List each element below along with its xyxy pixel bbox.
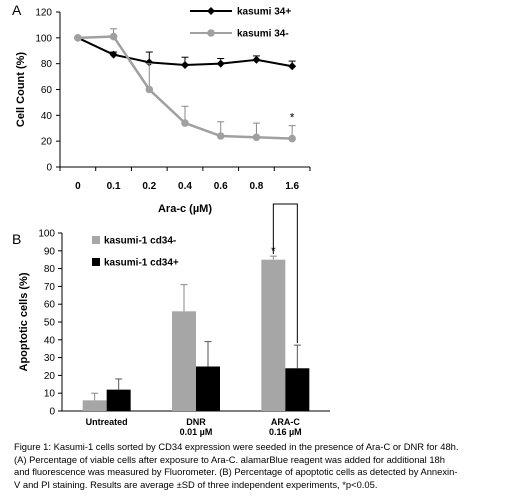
y-axis-title-b: Apoptotic cells (%) xyxy=(18,272,30,371)
x-tick-label: 0.6 xyxy=(214,181,228,192)
legend-swatch xyxy=(92,236,100,244)
significance-bracket xyxy=(272,203,298,344)
x-tick-label: 0.4 xyxy=(178,181,192,192)
caption-line-4: V and PI staining. Results are average ±… xyxy=(14,478,378,490)
y-axis-title: Cell Count (%) xyxy=(15,52,27,127)
panel-b-bar-chart: B 0 10 20 30 40 50 60 70 80 90 100 Apoptotic cells … xyxy=(12,203,330,437)
y-tick-label: 0 xyxy=(49,407,55,418)
category-label: ARA-C xyxy=(271,417,300,427)
legend-b: kasumi-1 cd34- kasumi-1 cd34+ xyxy=(92,236,179,269)
panel-a-label: A xyxy=(12,2,22,18)
legend-label: kasumi-1 cd34- xyxy=(104,236,176,247)
y-tick-label: 120 xyxy=(35,8,52,19)
y-tick-label: 100 xyxy=(38,229,55,240)
y-tick-label: 60 xyxy=(44,300,56,311)
bar xyxy=(82,400,107,411)
legend-marker xyxy=(207,29,215,37)
category-untreated: Untreated xyxy=(82,378,131,427)
y-tick-label: 10 xyxy=(44,389,56,400)
y-tick-label: 80 xyxy=(41,59,53,70)
data-point xyxy=(288,62,297,71)
data-point xyxy=(216,132,225,140)
y-tick-label: 20 xyxy=(44,371,56,382)
category-dose-label: 0.16 µM xyxy=(269,427,302,437)
bar xyxy=(285,368,310,411)
legend-a: kasumi 34+ kasumi 34- xyxy=(190,7,291,40)
panel-a-line-chart: A 0 20 40 60 80 100 120 0 0.1 0.2 0.4 0.6 0.8 1.6 Ara-… xyxy=(12,2,311,215)
x-tick-label: 0.8 xyxy=(249,181,263,192)
y-tick-label: 80 xyxy=(44,264,56,275)
data-point xyxy=(216,59,225,68)
category-ara-c: ARA-C0.16 µM xyxy=(261,255,310,437)
y-tick-label: 40 xyxy=(44,335,56,346)
y-tick-label: 20 xyxy=(41,137,53,148)
data-point xyxy=(109,50,118,59)
legend-label: kasumi-1 cd34+ xyxy=(104,258,179,269)
caption-line-2: (A) Percentage of viable cells after exp… xyxy=(14,453,445,465)
x-tick-label: 0.1 xyxy=(107,181,121,192)
figure-caption: Figure 1: Kasumi-1 cells sorted by CD34 … xyxy=(14,441,514,491)
y-tick-label: 50 xyxy=(44,318,56,329)
legend-label: kasumi 34+ xyxy=(237,7,291,18)
legend-swatch xyxy=(92,258,100,266)
category-label: Untreated xyxy=(86,417,128,427)
y-tick-label: 60 xyxy=(41,85,53,96)
series-kasumi-34-plus xyxy=(73,33,297,71)
data-point xyxy=(145,85,154,94)
data-point xyxy=(74,34,82,42)
data-point xyxy=(288,134,296,143)
category-dose-label: 0.01 µM xyxy=(180,427,213,437)
significance-star: * xyxy=(290,111,295,125)
significance-star: * xyxy=(271,244,276,258)
y-tick-label: 70 xyxy=(44,282,56,293)
bar xyxy=(261,259,286,411)
y-tick-label: 30 xyxy=(44,353,56,364)
x-tick-label: 0.2 xyxy=(142,181,156,192)
bar xyxy=(106,389,131,411)
data-point xyxy=(252,55,261,64)
caption-line-3: and fluorescence was measured by Fluorom… xyxy=(14,466,458,477)
y-tick-label: 90 xyxy=(44,246,56,257)
data-point xyxy=(109,32,118,41)
x-tick-label: 0 xyxy=(75,181,81,192)
panel-b-label: B xyxy=(12,231,21,247)
y-tick-label: 40 xyxy=(41,111,53,122)
series-kasumi-34-minus xyxy=(74,28,296,143)
x-tick-label: 1.6 xyxy=(285,181,299,192)
bar xyxy=(172,311,196,411)
category-label: DNR xyxy=(186,417,206,427)
data-point xyxy=(145,58,154,67)
legend-label: kasumi 34- xyxy=(237,29,289,40)
data-point xyxy=(181,119,189,127)
caption-line-1: Figure 1: Kasumi-1 cells sorted by CD34 … xyxy=(14,441,459,452)
x-axis-title: Ara-c (µM) xyxy=(158,203,212,215)
bar xyxy=(196,366,220,411)
data-point xyxy=(252,133,261,142)
data-point xyxy=(181,60,189,69)
y-tick-label: 100 xyxy=(35,33,52,44)
legend-marker xyxy=(207,7,215,15)
y-tick-label: 0 xyxy=(46,163,52,174)
